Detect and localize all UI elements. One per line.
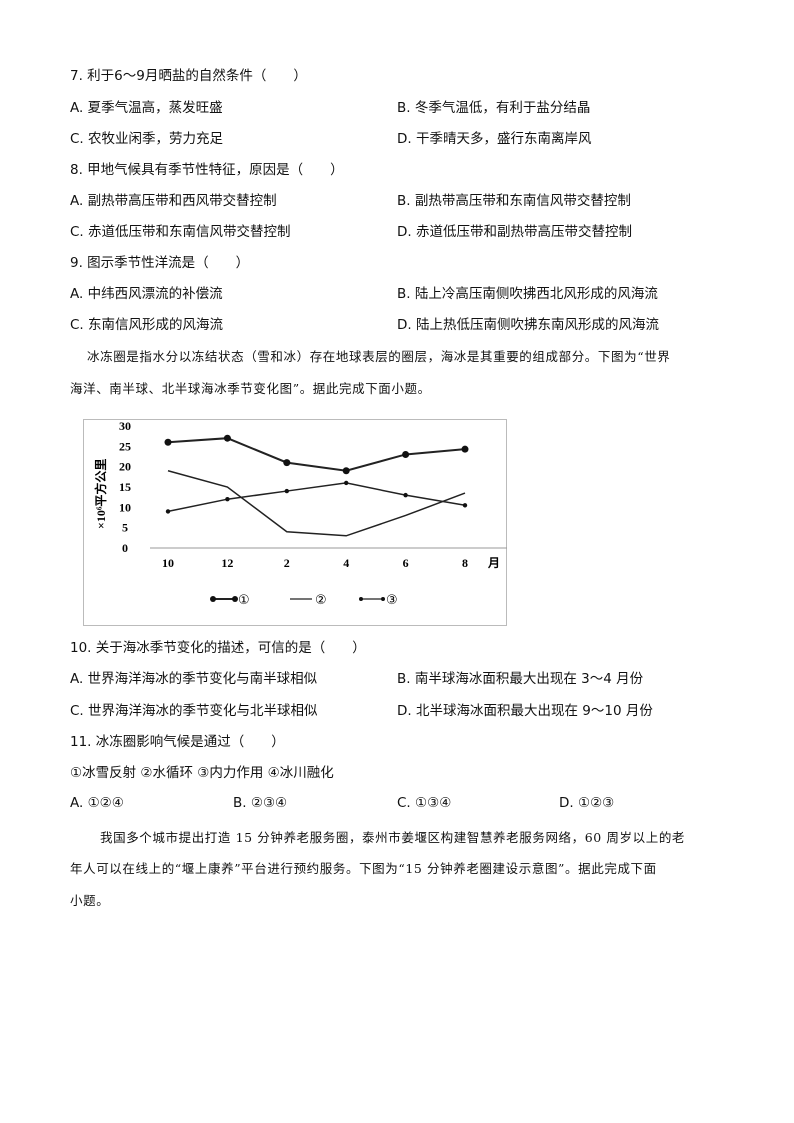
y-tick-label: 10 bbox=[119, 500, 131, 514]
q7-option-b: B. 冬季气温低，有利于盐分结晶 bbox=[397, 100, 591, 116]
q11-stem: 11. 冰冻圈影响气候是通过（ ） bbox=[70, 734, 285, 750]
legend-marker bbox=[232, 596, 238, 602]
x-axis-unit: 月 bbox=[487, 556, 500, 570]
q8-option-c: C. 赤道低压带和东南信风带交替控制 bbox=[70, 224, 291, 240]
chart-frame bbox=[83, 419, 507, 626]
y-tick-label: 30 bbox=[119, 419, 131, 433]
passage2-line: 我国多个城市提出打造 15 分钟养老服务圈，泰州市姜堰区构建智慧养老服务网络，6… bbox=[100, 830, 686, 845]
x-tick-label: 12 bbox=[221, 556, 233, 570]
data-point bbox=[462, 503, 468, 508]
q8-option-d: D. 赤道低压带和副热带高压带交替控制 bbox=[397, 224, 632, 240]
q7-option-d: D. 干季晴天多，盛行东南离岸风 bbox=[397, 131, 592, 147]
data-point bbox=[403, 492, 408, 498]
y-tick-label: 15 bbox=[119, 480, 131, 494]
series-line-1 bbox=[167, 437, 466, 472]
legend-marker bbox=[210, 596, 216, 602]
q11-option-b: B. ②③④ bbox=[233, 795, 288, 811]
q9-option-d: D. 陆上热低压南侧吹拂东南风形成的风海流 bbox=[397, 317, 659, 333]
y-tick-label: 25 bbox=[119, 439, 131, 453]
q9-option-b: B. 陆上冷高压南侧吹拂西北风形成的风海流 bbox=[397, 286, 658, 302]
x-tick-label: 2 bbox=[284, 556, 290, 570]
y-tick-label: 0 bbox=[122, 541, 128, 555]
q10-stem: 10. 关于海冰季节变化的描述，可信的是（ ） bbox=[70, 640, 366, 656]
y-tick-label: 5 bbox=[122, 521, 128, 535]
q7-stem: 7. 利于6～9月晒盐的自然条件（ ） bbox=[70, 68, 307, 84]
series-line-2 bbox=[167, 470, 466, 537]
q10-option-c: C. 世界海洋海冰的季节变化与北半球相似 bbox=[70, 703, 318, 719]
legend-marker bbox=[381, 597, 385, 601]
legend-label: ② bbox=[315, 593, 327, 608]
legend-marker bbox=[359, 597, 363, 601]
q11-option-a: A. ①②④ bbox=[70, 795, 124, 811]
y-axis-label: ×10⁶平方公里 bbox=[93, 459, 108, 529]
q11-option-d: D. ①②③ bbox=[559, 795, 615, 811]
data-point bbox=[461, 445, 469, 453]
q11-option-c: C. ①③④ bbox=[397, 795, 452, 811]
y-tick-label: 20 bbox=[119, 460, 131, 474]
passage2-line: 年人可以在线上的“堰上康养”平台进行预约服务。下图为“15 分钟养老圈建设示意图… bbox=[70, 861, 657, 876]
x-tick-label: 4 bbox=[343, 556, 349, 570]
x-tick-label: 6 bbox=[403, 556, 409, 570]
q9-stem: 9. 图示季节性洋流是（ ） bbox=[70, 255, 250, 271]
data-point bbox=[284, 488, 289, 494]
data-point bbox=[402, 450, 410, 458]
data-point bbox=[283, 459, 291, 467]
passage2-line: 小题。 bbox=[70, 893, 110, 908]
x-tick-label: 8 bbox=[462, 556, 468, 570]
data-point bbox=[225, 497, 230, 502]
data-point bbox=[165, 509, 171, 514]
passage1-line: 冰冻圈是指水分以冻结状态（雪和冰）存在地球表层的圈层，海冰是其重要的组成部分。下… bbox=[87, 349, 671, 364]
sea-ice-chart: ×10⁶平方公里 月 0 5 10 15 20 25 30 10 12 2 4 6 8 ① ② ③ bbox=[83, 419, 507, 626]
q11-items: ①冰雪反射 ②水循环 ③内力作用 ④冰川融化 bbox=[70, 765, 334, 781]
q10-option-b: B. 南半球海冰面积最大出现在 3～4 月份 bbox=[397, 671, 644, 687]
q9-option-a: A. 中纬西风漂流的补偿流 bbox=[70, 286, 223, 302]
q8-option-a: A. 副热带高压带和西风带交替控制 bbox=[70, 193, 277, 209]
legend-label: ① bbox=[238, 593, 250, 608]
q8-option-b: B. 副热带高压带和东南信风带交替控制 bbox=[397, 193, 631, 209]
q9-option-c: C. 东南信风形成的风海流 bbox=[70, 317, 224, 333]
x-tick-label: 10 bbox=[162, 556, 174, 570]
data-point bbox=[223, 434, 231, 442]
q10-option-a: A. 世界海洋海冰的季节变化与南半球相似 bbox=[70, 671, 318, 687]
series-line-3 bbox=[167, 482, 466, 513]
q7-option-a: A. 夏季气温高，蒸发旺盛 bbox=[70, 100, 223, 116]
q7-option-c: C. 农牧业闲季，劳力充足 bbox=[70, 131, 224, 147]
data-point bbox=[344, 480, 349, 486]
passage1-line: 海洋、南半球、北半球海冰季节变化图”。据此完成下面小题。 bbox=[70, 381, 431, 396]
q8-stem: 8. 甲地气候具有季节性特征，原因是（ ） bbox=[70, 162, 344, 178]
q10-option-d: D. 北半球海冰面积最大出现在 9～10 月份 bbox=[397, 703, 653, 719]
data-point bbox=[342, 467, 350, 475]
data-point bbox=[164, 438, 172, 446]
legend-label: ③ bbox=[386, 593, 398, 608]
